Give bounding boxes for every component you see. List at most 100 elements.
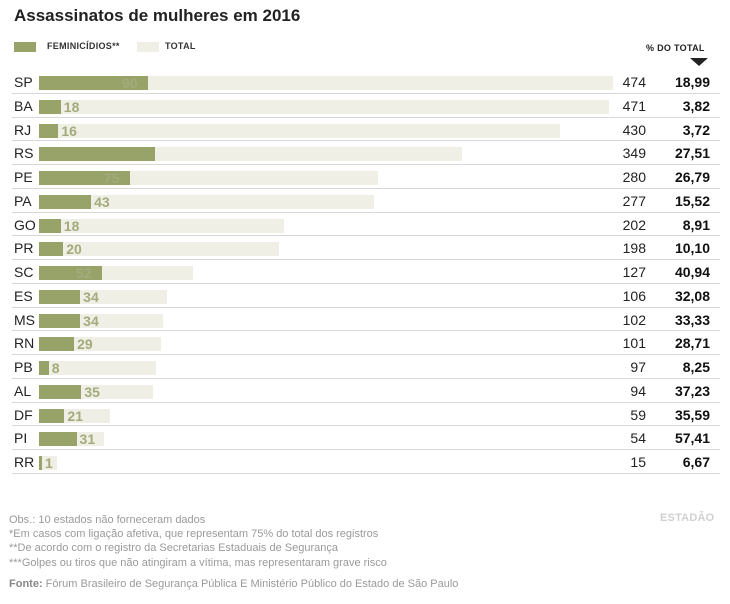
pct-of-total-value: 15,52: [674, 192, 710, 209]
state-label-ba: BA: [14, 97, 33, 114]
pct-of-total-value: 18,99: [674, 74, 710, 90]
pct-of-total-value: 3,72: [682, 121, 710, 138]
feminicidios-value-label: 34: [83, 288, 99, 305]
source-label: Fonte:: [9, 578, 43, 590]
feminicidios-value-label: 31: [79, 431, 96, 448]
total-value: 430: [622, 121, 646, 138]
total-value: 474: [622, 74, 646, 90]
state-label-rj: RJ: [14, 121, 32, 138]
feminicidios-value-label: 21: [67, 407, 83, 424]
feminicidios-bar: [39, 432, 77, 447]
row-divider: [12, 425, 720, 427]
pct-column-header: % DO TOTAL: [646, 43, 705, 53]
feminicidios-value-label: 29: [77, 336, 93, 353]
legend-total-label: TOTAL: [165, 41, 196, 51]
row-divider: [12, 140, 720, 142]
state-label-pb: PB: [14, 359, 33, 375]
pct-of-total-value: 32,08: [674, 287, 710, 304]
feminicidios-value-label: 35: [84, 383, 100, 400]
pct-of-total-value: 10,10: [674, 240, 710, 257]
pct-of-total-value: 27,51: [674, 145, 710, 162]
feminicidios-bar: [39, 99, 61, 114]
feminicidios-value-label: 18: [63, 98, 80, 115]
state-label-go: GO: [14, 216, 36, 233]
row-divider: [12, 377, 720, 379]
pct-of-total-value: 40,94: [674, 264, 710, 280]
total-value: 349: [622, 145, 646, 162]
feminicidios-value-label: 52: [75, 265, 92, 281]
total-value: 101: [622, 335, 646, 352]
chart-title: Assassinatos de mulheres em 2016: [14, 6, 301, 25]
feminicidios-value-label: 18: [63, 217, 80, 234]
total-bar: [39, 218, 284, 233]
total-bar: [39, 123, 560, 138]
total-value: 102: [622, 311, 646, 328]
total-bar: [39, 99, 610, 114]
total-bar: [39, 76, 613, 90]
state-label-rn: RN: [14, 335, 35, 352]
total-value: 94: [630, 382, 646, 399]
pct-of-total-value: 6,67: [682, 454, 710, 470]
row-divider: [12, 330, 720, 332]
feminicidios-bar: [39, 123, 59, 138]
legend-total-swatch: [137, 42, 159, 52]
state-label-rs: RS: [14, 145, 34, 162]
feminicidios-value-label: 43: [94, 193, 110, 210]
pct-of-total-value: 8,25: [682, 359, 710, 375]
total-value: 97: [630, 359, 646, 375]
total-bar: [39, 456, 58, 470]
total-bar: [39, 242, 279, 257]
total-value: 54: [630, 430, 646, 447]
total-value: 127: [622, 264, 646, 280]
total-value: 280: [622, 169, 646, 185]
estadao-logo: ESTADÃO: [660, 512, 715, 524]
state-label-es: ES: [14, 287, 33, 304]
feminicidios-bar: [39, 384, 82, 399]
footer-notes: Obs.: 10 estados não forneceram dados *E…: [9, 513, 387, 570]
pct-of-total-value: 26,79: [674, 169, 710, 185]
row-divider: [12, 449, 720, 450]
legend-feminicidios-label: FEMINICÍDIOS**: [47, 41, 120, 51]
bar-chart: SP 90 474 18,99 BA 18 471 3,82 RJ 16 430 3,72 RS 349 2…: [0, 70, 730, 478]
total-value: 471: [622, 97, 646, 114]
row-divider: [12, 282, 720, 284]
state-label-rr: RR: [14, 454, 35, 470]
feminicidios-bar: [39, 242, 64, 257]
state-label-pe: PE: [14, 169, 33, 185]
state-label-al: AL: [14, 382, 32, 399]
total-value: 198: [622, 240, 646, 257]
row-divider: [12, 306, 720, 308]
footnote-2: **De acordo com o registro da Secretaria…: [9, 542, 338, 555]
state-label-df: DF: [14, 406, 33, 423]
state-label-ms: MS: [14, 311, 35, 328]
obs-note: Obs.: 10 estados não forneceram dados: [9, 514, 206, 526]
feminicidios-bar: [39, 313, 81, 328]
pct-of-total-value: 3,82: [682, 97, 710, 114]
row-divider: [12, 401, 720, 403]
feminicidios-bar: [39, 408, 65, 423]
row-divider: [12, 164, 720, 165]
feminicidios-bar: [39, 147, 156, 162]
feminicidios-bar: [39, 361, 49, 375]
source-line: Fonte: Fórum Brasileiro de Segurança Púb…: [9, 578, 458, 590]
pct-of-total-value: 28,71: [674, 335, 710, 352]
row-divider: [12, 354, 720, 355]
state-label-pr: PR: [14, 240, 34, 257]
feminicidios-bar: [39, 337, 75, 352]
feminicidios-bar: [39, 171, 130, 185]
feminicidios-value-label: 34: [83, 312, 99, 329]
total-bar: [39, 194, 375, 209]
state-label-pi: PI: [14, 430, 28, 447]
feminicidios-bar: [39, 76, 148, 90]
state-label-pa: PA: [14, 192, 32, 209]
row-divider: [12, 472, 720, 474]
total-value: 106: [622, 287, 646, 304]
row-divider: [12, 259, 720, 260]
total-bar: [39, 361, 157, 375]
total-value: 202: [622, 216, 646, 233]
row-divider: [12, 235, 720, 237]
source-text: Fórum Brasileiro de Segurança Pública E …: [42, 578, 459, 590]
total-value: 15: [630, 454, 646, 470]
legend-feminicidios-swatch: [14, 42, 36, 52]
row-divider: [12, 92, 720, 94]
